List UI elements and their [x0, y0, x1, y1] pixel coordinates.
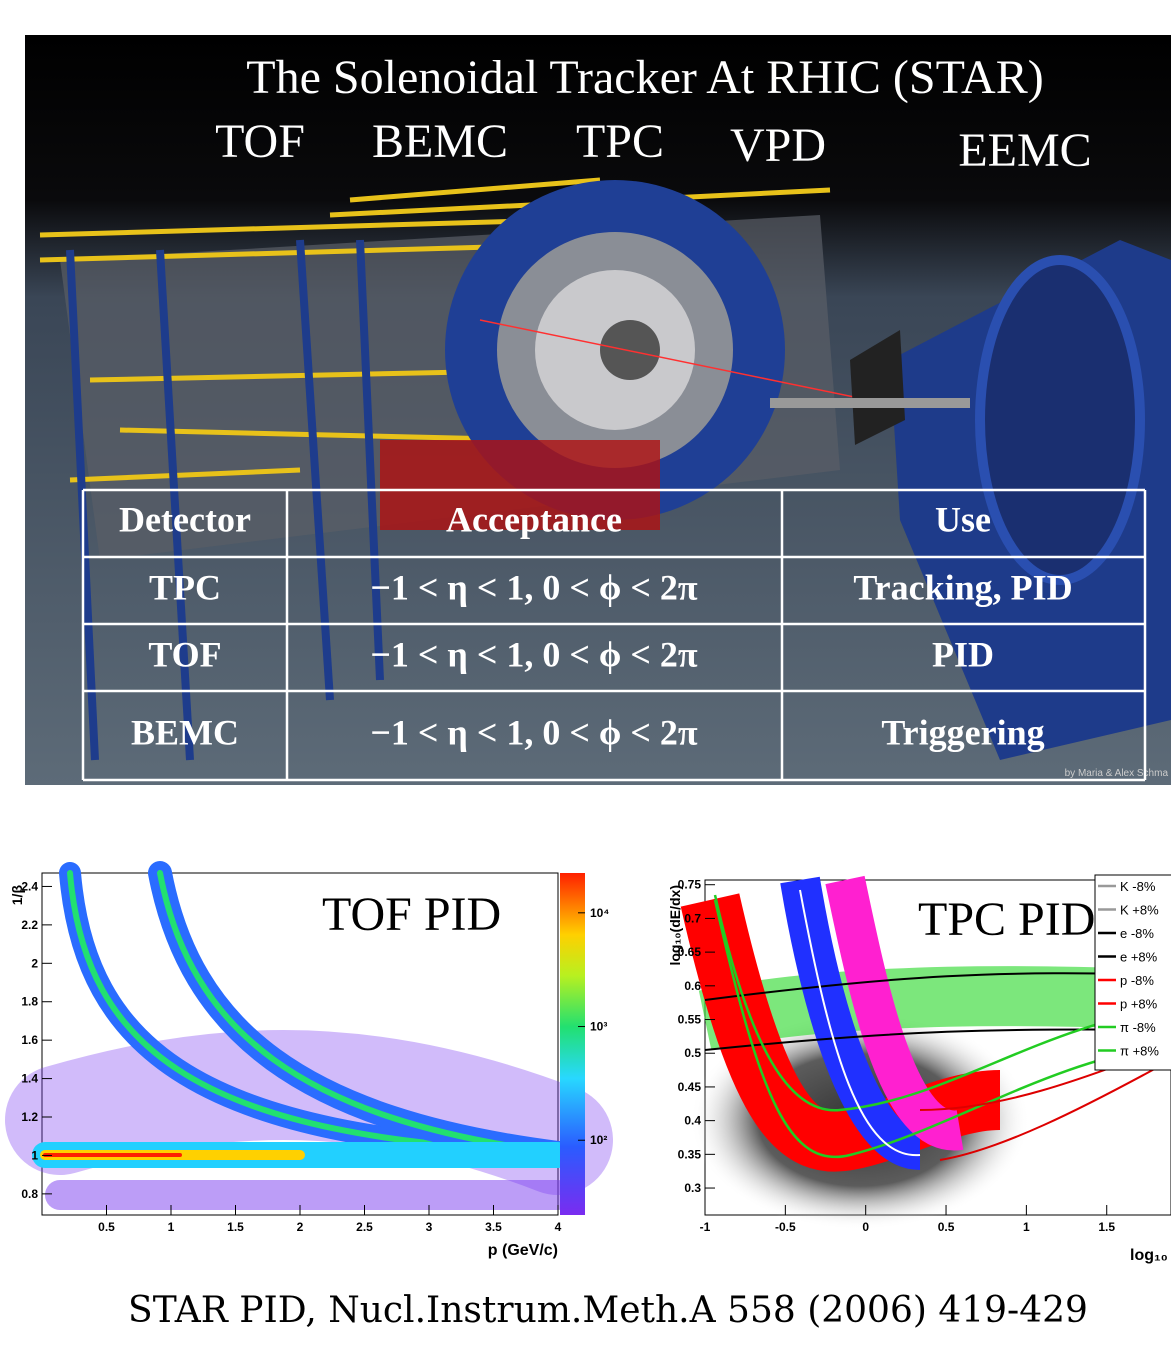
y-tick-label: 0.45: [678, 1080, 702, 1094]
x-tick-label: 0.5: [98, 1220, 115, 1234]
x-tick-label: 0.5: [938, 1220, 955, 1234]
y-tick-label: 0.55: [678, 1013, 702, 1027]
y-tick-label: 2.2: [21, 918, 38, 932]
table-cell: TOF: [148, 634, 221, 674]
x-tick-label: 3: [426, 1220, 433, 1234]
legend-label: p +8%: [1120, 997, 1158, 1012]
table-cell: BEMC: [131, 712, 239, 752]
table-header: Detector: [119, 499, 251, 539]
detector-label: TPC: [576, 115, 664, 168]
x-tick-label: -0.5: [775, 1220, 796, 1234]
table-cell: Tracking, PID: [853, 567, 1072, 607]
y-tick-label: 1.4: [21, 1072, 38, 1086]
legend-label: e -8%: [1120, 926, 1154, 941]
x-tick-label: 1.5: [227, 1220, 244, 1234]
table-cell: PID: [932, 634, 994, 674]
y-tick-label: 1: [31, 1148, 38, 1162]
x-tick-label: 1: [168, 1220, 175, 1234]
x-tick-label: -1: [700, 1220, 711, 1234]
y-tick-label: 1.2: [21, 1110, 38, 1124]
legend-label: π -8%: [1120, 1020, 1156, 1035]
table-cell: −1 < η < 1, 0 < ϕ < 2π: [370, 567, 697, 607]
x-axis-label: p (GeV/c): [488, 1242, 558, 1259]
image-credit: by Maria & Alex Schma: [1065, 768, 1169, 779]
y-tick-label: 0.75: [678, 878, 702, 892]
x-tick-label: 2.5: [356, 1220, 373, 1234]
tof-plot: [42, 873, 585, 1215]
table-cell: Triggering: [881, 712, 1044, 752]
detector-label: TOF: [215, 115, 305, 168]
y-tick-label: 0.7: [684, 911, 701, 925]
table-cell: TPC: [149, 567, 221, 607]
detector-label: EEMC: [958, 124, 1091, 177]
x-tick-label: 1: [1023, 1220, 1030, 1234]
x-tick-label: 2: [297, 1220, 304, 1234]
x-tick-label: 4: [555, 1220, 562, 1234]
legend-label: K +8%: [1120, 903, 1159, 918]
legend-label: e +8%: [1120, 950, 1158, 965]
y-tick-label: 2: [31, 956, 38, 970]
colorbar-tick-label: 10³: [590, 1020, 607, 1034]
y-tick-label: 1.8: [21, 995, 38, 1009]
y-tick-label: 0.3: [684, 1181, 701, 1195]
x-axis-label: log₁₀: [1130, 1247, 1168, 1264]
y-tick-label: 0.4: [684, 1114, 701, 1128]
y-tick-label: 0.8: [21, 1187, 38, 1201]
table-header: Use: [935, 499, 991, 539]
x-tick-label: 0: [862, 1220, 869, 1234]
y-tick-label: 0.6: [684, 979, 701, 993]
legend-label: p -8%: [1120, 973, 1154, 988]
x-tick-label: 3.5: [485, 1220, 502, 1234]
y-tick-label: 2.4: [21, 879, 38, 893]
y-tick-label: 0.5: [684, 1046, 701, 1060]
table-cell: −1 < η < 1, 0 < ϕ < 2π: [370, 634, 697, 674]
x-tick-label: 1.5: [1098, 1220, 1115, 1234]
slide: The Solenoidal Tracker At RHIC (STAR) TO…: [0, 0, 1171, 1346]
plot-label: TPC PID: [918, 893, 1095, 946]
y-tick-label: 0.65: [678, 945, 702, 959]
table-header: Acceptance: [446, 499, 622, 539]
plot-label: TOF PID: [322, 888, 501, 941]
colorbar-tick-label: 10⁴: [590, 906, 609, 920]
y-tick-label: 1.6: [21, 1033, 38, 1047]
colorbar-tick-label: 10²: [590, 1133, 607, 1147]
detector-label: VPD: [730, 119, 826, 172]
table-cell: −1 < η < 1, 0 < ϕ < 2π: [370, 712, 697, 752]
slide-title: The Solenoidal Tracker At RHIC (STAR): [246, 51, 1043, 104]
legend-label: K -8%: [1120, 879, 1156, 894]
legend-label: π +8%: [1120, 1044, 1159, 1059]
detector-label: BEMC: [372, 115, 508, 168]
y-tick-label: 0.35: [678, 1147, 702, 1161]
citation: STAR PID, Nucl.Instrum.Meth.A 558 (2006)…: [128, 1290, 1088, 1331]
